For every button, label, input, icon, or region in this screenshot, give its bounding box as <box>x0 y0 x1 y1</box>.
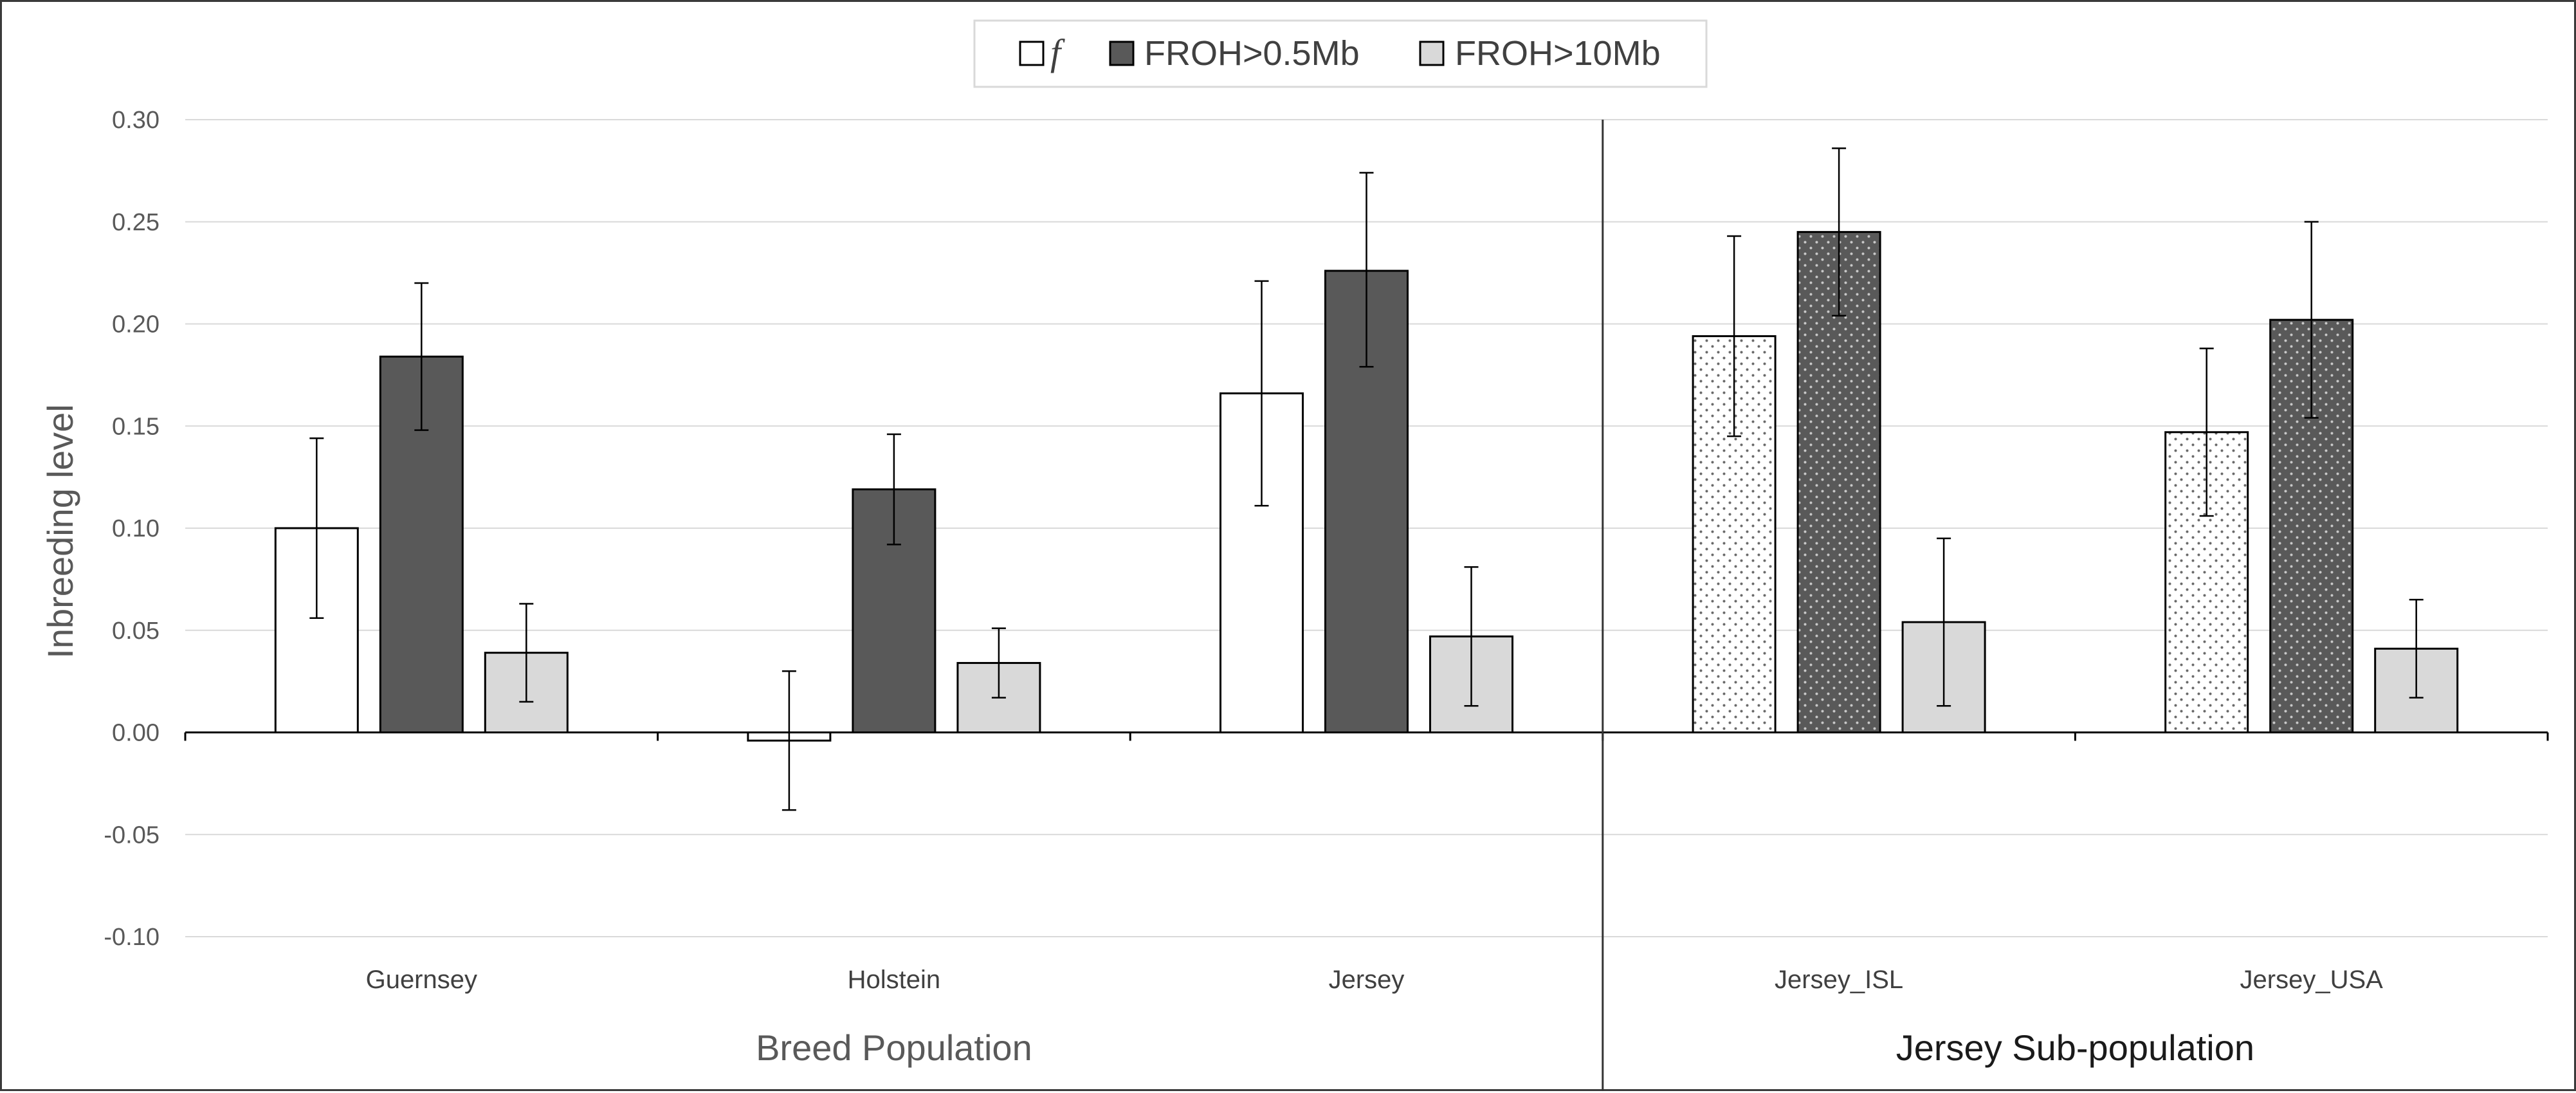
x-axis <box>184 120 2549 1091</box>
y-tick-label-5: 0.05 <box>112 618 160 645</box>
category-label-guernsey: Guernsey <box>366 966 477 994</box>
legend-label-froh-0.5mb: FROH>0.5Mb <box>1144 34 1360 73</box>
error-bar-jersey-usa-f <box>2199 347 2214 517</box>
y-axis-ticks: 0.30 0.25 0.20 0.15 0.10 0.05 0.00 -0.05 -0.10 <box>104 107 160 951</box>
error-bar-jersey-usa-froh-10mb <box>2409 598 2424 699</box>
y-tick-label-8: -0.10 <box>104 924 160 951</box>
error-bar-jersey-isl-froh-0-5mb <box>1832 147 1847 317</box>
error-bar-holstein-f <box>781 670 796 811</box>
error-bar-jersey-froh-0-5mb <box>1359 172 1374 368</box>
error-bar-guernsey-froh-10mb <box>519 603 534 703</box>
group-label-breed-population: Breed Population <box>756 1027 1032 1068</box>
category-label-jersey-isl: Jersey_ISL <box>1775 966 1903 994</box>
y-tick-label-1: 0.25 <box>112 209 160 236</box>
y-tick-label-2: 0.20 <box>112 311 160 338</box>
y-tick-label-6: 0.00 <box>112 720 160 747</box>
y-axis-title: Inbreeding level <box>40 404 80 658</box>
error-bar-holstein-froh-0-5mb <box>886 433 901 546</box>
error-bars <box>309 147 2424 811</box>
error-bar-guernsey-froh-0-5mb <box>414 282 429 431</box>
error-bar-guernsey-f <box>309 437 324 619</box>
legend-swatch-froh-10mb <box>1419 41 1445 66</box>
legend-box <box>973 19 1708 88</box>
legend: f FROH>0.5Mb FROH>10Mb <box>973 19 1708 88</box>
error-bar-jersey-f <box>1254 280 1269 507</box>
y-tick-label-7: -0.05 <box>104 822 160 849</box>
error-bar-jersey-isl-f <box>1727 235 1742 437</box>
category-labels: Guernsey Holstein Jersey Jersey_ISL Jersey_U… <box>366 966 2384 994</box>
group-labels: Breed Population Jersey Sub-population <box>756 1027 2254 1068</box>
error-bar-jersey-froh-10mb <box>1464 566 1479 707</box>
legend-label-froh-10mb: FROH>10Mb <box>1455 34 1661 73</box>
category-label-holstein: Holstein <box>848 966 941 994</box>
error-bar-jersey-usa-froh-0-5mb <box>2304 221 2319 419</box>
category-label-jersey: Jersey <box>1329 966 1405 994</box>
y-tick-label-0: 0.30 <box>112 107 160 134</box>
y-tick-label-3: 0.15 <box>112 413 160 440</box>
group-label-jersey-sub-population: Jersey Sub-population <box>1896 1027 2254 1068</box>
legend-swatch-froh-0.5mb <box>1109 41 1135 66</box>
category-label-jersey-usa: Jersey_USA <box>2240 966 2384 994</box>
legend-swatch-f <box>1019 41 1045 66</box>
error-bar-jersey-isl-froh-10mb <box>1937 537 1951 707</box>
y-tick-label-4: 0.10 <box>112 515 160 542</box>
error-bar-holstein-froh-10mb <box>991 627 1006 699</box>
